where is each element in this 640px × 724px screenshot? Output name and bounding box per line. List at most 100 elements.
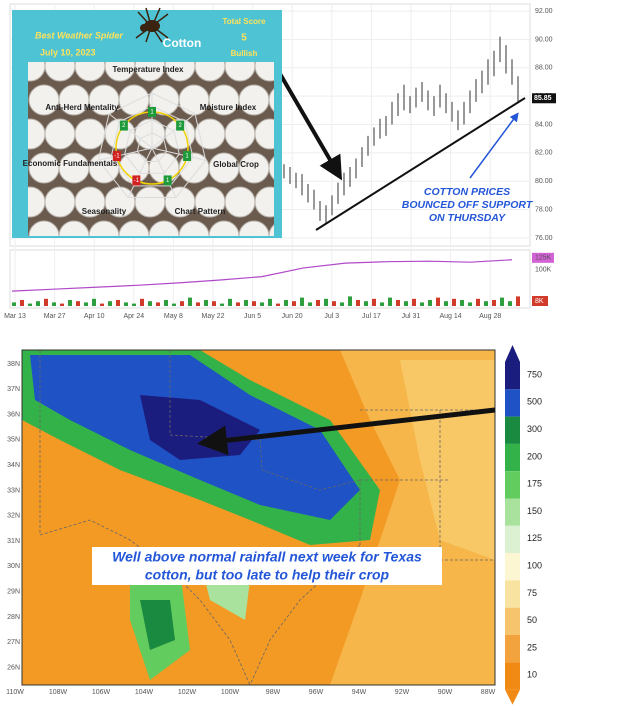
- spider-date: July 10, 2023: [40, 47, 96, 57]
- lon-label: 100W: [221, 689, 240, 696]
- volume-label-box: [532, 296, 548, 306]
- cbar-label: 500: [527, 397, 542, 407]
- volume-bar: [268, 298, 272, 306]
- volume-bar: [332, 301, 336, 306]
- volume-bar: [148, 301, 152, 306]
- lon-label: 92W: [395, 689, 410, 696]
- score-label: Total Score: [223, 17, 267, 26]
- cotton-boll: [44, 186, 76, 218]
- cbar-label: 125: [527, 533, 542, 543]
- volume-bar: [404, 301, 408, 306]
- factor-score: 2: [178, 123, 182, 129]
- price-chart: 92.0090.0088.0086.0084.0082.0080.0078.00…: [4, 3, 556, 320]
- cotton-boll: [74, 118, 106, 150]
- annotation: COTTON PRICES: [424, 186, 510, 198]
- volume-bar: [20, 300, 24, 306]
- last-price-box: [532, 93, 556, 104]
- volume-bar: [140, 298, 144, 306]
- volume-bar: [180, 301, 184, 306]
- volume-bar: [420, 302, 424, 306]
- volume-bar: [12, 302, 16, 306]
- annotation: BOUNCED OFF SUPPORT: [402, 199, 534, 211]
- cbar-label: 150: [527, 506, 542, 516]
- volume-bar: [116, 300, 120, 306]
- cotton-boll: [268, 224, 274, 236]
- map-frame: [21, 349, 496, 686]
- open-interest-line: [11, 259, 513, 292]
- arrow: [197, 407, 496, 456]
- cbar-label: 200: [527, 451, 542, 461]
- cbar-segment: [505, 443, 520, 472]
- volume-bar: [436, 297, 440, 306]
- lon-label: 104W: [135, 689, 154, 696]
- volume-bar: [76, 301, 80, 306]
- volume-bar: [204, 300, 208, 306]
- cotton-boll: [44, 118, 76, 150]
- lon-label: 98W: [266, 689, 281, 696]
- support-line: [315, 97, 526, 231]
- caption: cotton, but too late to help their crop: [145, 567, 390, 583]
- volume-bar: [156, 302, 160, 306]
- volume-bar: [52, 302, 56, 306]
- cbar-label: 25: [527, 642, 537, 652]
- spider-icon: [135, 7, 169, 43]
- factor-score: -1: [134, 178, 140, 184]
- x-tick-label: Mar 13: [4, 313, 26, 320]
- volume-bar: [348, 296, 352, 306]
- cotton-boll: [254, 62, 274, 82]
- spider-title: Best Weather Spider: [35, 30, 123, 40]
- volume-bar: [124, 302, 128, 306]
- cotton-boll: [148, 220, 180, 236]
- volume-bar: [444, 301, 448, 306]
- web-spoke: [108, 113, 153, 149]
- lon-label: 90W: [438, 689, 453, 696]
- volume-bar: [484, 301, 488, 306]
- factor-score: 1: [185, 154, 189, 160]
- caption-box: [92, 547, 442, 585]
- lat-label: 30N: [7, 563, 20, 570]
- cotton-boll: [208, 220, 240, 236]
- factor: Economic Fundamentals: [23, 159, 118, 168]
- factor: Chart Pattern: [175, 207, 226, 216]
- cotton-boll: [28, 220, 60, 236]
- volume-bar: [68, 300, 72, 306]
- web-spoke: [127, 147, 153, 198]
- volume-bar: [428, 300, 432, 306]
- volume-bar: [476, 298, 480, 306]
- cbar-segment: [505, 525, 520, 554]
- lat-label: 38N: [7, 361, 20, 368]
- factor-score: 1: [150, 110, 154, 116]
- volume-bar: [236, 302, 240, 306]
- x-tick-label: Apr 10: [84, 313, 105, 320]
- volume-bar: [164, 300, 168, 306]
- volume-bar: [132, 303, 136, 306]
- verdict: Bullish: [231, 49, 258, 58]
- x-tick-label: May 8: [164, 313, 183, 320]
- volume-bar: [516, 296, 520, 306]
- volume-bar: [508, 301, 512, 306]
- lon-label: 110W: [6, 689, 24, 696]
- factor: Moisture Index: [200, 103, 257, 112]
- volume-bar: [252, 301, 256, 306]
- x-tick-label: Apr 24: [123, 313, 144, 320]
- cbar-label: 750: [527, 369, 542, 379]
- volume-bar: [84, 302, 88, 306]
- lat-label: 36N: [7, 411, 20, 418]
- score-box: [132, 175, 141, 186]
- last-price: 85.85: [534, 95, 552, 102]
- cbar-top: [505, 345, 520, 362]
- volume-bar: [396, 300, 400, 306]
- cbar-segment: [505, 416, 520, 444]
- volume-bar: [388, 297, 392, 306]
- cotton-boll: [254, 118, 274, 150]
- y-tick-label: 82.00: [535, 150, 553, 157]
- x-tick-label: Jul 3: [324, 313, 339, 320]
- volume-bar: [364, 301, 368, 306]
- web-ring: [110, 105, 194, 187]
- cbar-segment: [505, 471, 520, 499]
- volume-bar: [196, 302, 200, 306]
- lat-label: 26N: [7, 664, 20, 671]
- cbar-segment: [505, 635, 520, 663]
- web: 1 2 1 1 -1 -1 2: [97, 92, 207, 199]
- volume-bar: [28, 303, 32, 306]
